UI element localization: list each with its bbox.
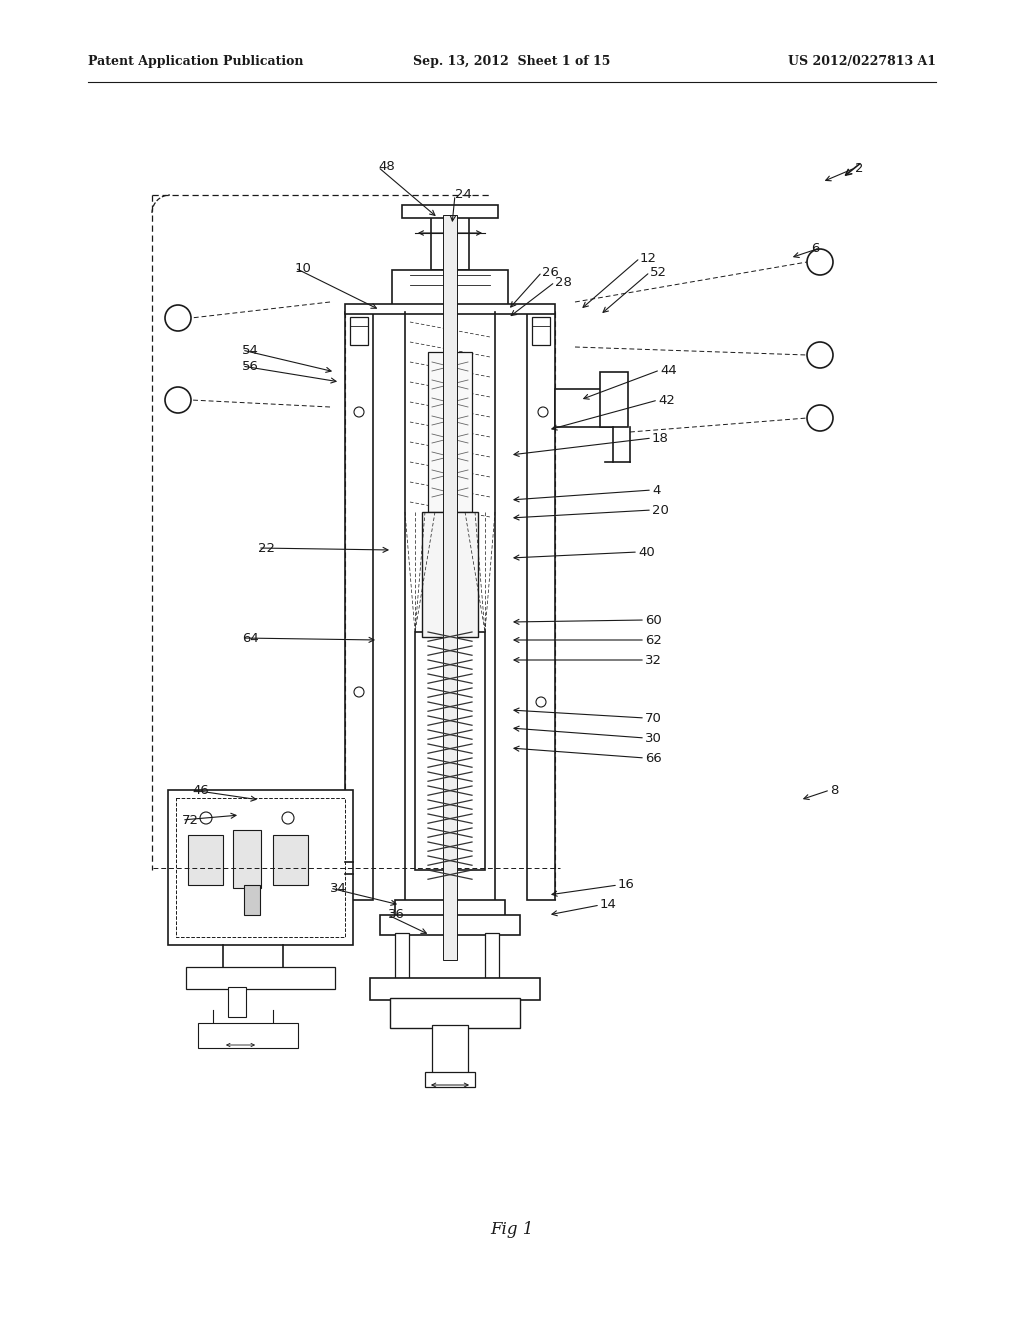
Text: 52: 52	[650, 265, 667, 279]
Bar	[244, 884, 260, 915]
Bar	[198, 1023, 298, 1048]
Text: 70: 70	[645, 711, 662, 725]
Bar	[425, 1072, 475, 1086]
Text: 34: 34	[330, 882, 347, 895]
Bar	[415, 632, 485, 870]
Text: 60: 60	[645, 614, 662, 627]
Bar	[600, 372, 628, 426]
Text: 20: 20	[652, 503, 669, 516]
Text: Fig 1: Fig 1	[490, 1221, 534, 1238]
Text: 8: 8	[830, 784, 839, 796]
Text: 42: 42	[658, 393, 675, 407]
Text: 14: 14	[600, 899, 616, 912]
Text: 62: 62	[645, 634, 662, 647]
Bar	[527, 312, 555, 900]
Bar	[233, 830, 261, 888]
Bar	[350, 317, 368, 345]
Text: 6: 6	[812, 242, 820, 255]
Text: 32: 32	[645, 653, 662, 667]
Bar	[432, 1026, 468, 1074]
Text: 30: 30	[645, 731, 662, 744]
Text: 66: 66	[645, 751, 662, 764]
Text: 28: 28	[555, 276, 571, 289]
Text: 22: 22	[258, 541, 275, 554]
Text: 44: 44	[660, 363, 677, 376]
Bar	[390, 998, 520, 1028]
Bar	[176, 799, 345, 937]
Bar	[186, 968, 335, 989]
Text: 64: 64	[242, 631, 259, 644]
Text: 72: 72	[182, 813, 199, 826]
Bar	[273, 836, 308, 884]
Text: 2: 2	[855, 161, 863, 174]
Bar	[345, 312, 373, 900]
Text: 18: 18	[652, 432, 669, 445]
Bar	[188, 836, 223, 884]
Bar	[555, 389, 613, 426]
Bar	[392, 271, 508, 312]
Text: 16: 16	[618, 879, 635, 891]
Bar	[395, 900, 505, 917]
Bar	[428, 352, 472, 512]
Bar	[345, 304, 555, 314]
Text: 24: 24	[455, 189, 472, 202]
Bar	[422, 512, 478, 638]
Bar	[443, 215, 457, 960]
Bar	[228, 987, 246, 1016]
Bar	[395, 933, 409, 978]
Text: Patent Application Publication: Patent Application Publication	[88, 55, 303, 69]
Text: US 2012/0227813 A1: US 2012/0227813 A1	[788, 55, 936, 69]
Text: 4: 4	[652, 483, 660, 496]
Text: 46: 46	[193, 784, 209, 796]
Bar	[370, 978, 540, 1001]
Text: 48: 48	[378, 161, 394, 173]
Bar	[380, 915, 520, 935]
Text: 26: 26	[542, 265, 559, 279]
Text: 12: 12	[640, 252, 657, 264]
Bar	[431, 215, 469, 271]
Text: 56: 56	[242, 359, 259, 372]
Bar	[532, 317, 550, 345]
Bar	[402, 205, 498, 218]
Text: 54: 54	[242, 343, 259, 356]
Bar	[168, 789, 353, 945]
Text: Sep. 13, 2012  Sheet 1 of 15: Sep. 13, 2012 Sheet 1 of 15	[414, 55, 610, 69]
Text: 40: 40	[638, 545, 654, 558]
Text: 10: 10	[295, 261, 312, 275]
Text: 36: 36	[388, 908, 404, 921]
Bar	[485, 933, 499, 978]
